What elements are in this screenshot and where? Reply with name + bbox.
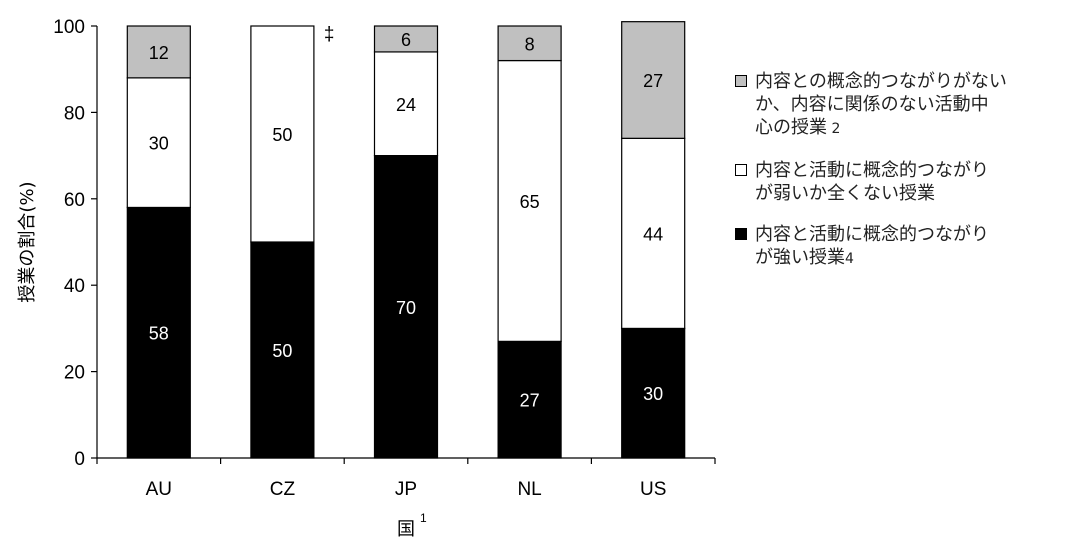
x-tick-label: NL	[517, 479, 541, 500]
x-tick-label: AU	[146, 479, 172, 500]
y-tick-label: 80	[64, 103, 85, 124]
x-tick-label: CZ	[270, 479, 296, 500]
bar-segment	[126, 25, 191, 79]
bar-segment	[250, 241, 315, 459]
data-label: 65	[520, 192, 540, 212]
data-label: 27	[643, 71, 663, 91]
y-axis-title: 授業の割合(%)	[17, 181, 38, 302]
bar-segment	[250, 25, 315, 243]
y-tick-label: 60	[64, 190, 85, 211]
data-label: 27	[520, 391, 540, 411]
data-label: 12	[149, 43, 169, 63]
legend-label: 内容と活動に概念的つながり が弱いか全くない授業	[755, 160, 989, 204]
y-tick-label: 40	[64, 276, 85, 297]
y-tick-label: 0	[74, 449, 85, 470]
legend-label: 内容と活動に概念的つながり が強い授業	[755, 224, 989, 268]
bar-segment	[373, 155, 439, 459]
legend-swatch-white	[735, 164, 747, 176]
bar-segment	[373, 25, 439, 53]
data-label: 30	[149, 134, 169, 154]
x-axis-title: 国	[397, 519, 415, 540]
bar-segment	[497, 25, 562, 62]
x-tick-label: US	[640, 479, 666, 500]
bar-segment	[497, 340, 562, 459]
legend-label: 内容との概念的つながりがない か、内容に関係のない活動中 心の授業	[755, 71, 1007, 138]
data-label: 6	[401, 30, 411, 50]
data-label: 30	[643, 384, 663, 404]
legend-item-strong-connection: 内容と活動に概念的つながり が強い授業4	[735, 223, 1065, 271]
bar-segment	[497, 59, 562, 342]
legend-item-no-connection: 内容との概念的つながりがない か、内容に関係のない活動中 心の授業 2	[735, 70, 1065, 141]
data-label: 50	[272, 125, 292, 145]
bar-segment	[621, 21, 686, 139]
legend-swatch-black	[735, 228, 747, 240]
x-axis-title-superscript: 1	[420, 511, 427, 525]
legend-swatch-gray	[735, 75, 747, 87]
bar-segment	[373, 51, 439, 157]
data-label: 70	[396, 298, 416, 318]
x-tick-label: JP	[395, 479, 417, 500]
data-label: 58	[149, 324, 169, 344]
annotation-mark: ‡	[324, 24, 335, 45]
legend-note: 2	[827, 121, 841, 137]
legend-item-weak-connection: 内容と活動に概念的つながり が弱いか全くない授業	[735, 159, 1065, 205]
bar-segment	[126, 77, 191, 209]
data-label: 44	[643, 224, 663, 244]
data-label: 24	[396, 95, 416, 115]
stacked-bar-chart: 0 20 40 60 80 100 58 30 12 AU 50 50 CZ 70 24 6 JP 27 65 8 NL…	[17, 17, 716, 540]
chart-legend: 内容との概念的つながりがない か、内容に関係のない活動中 心の授業 2 内容と活…	[735, 70, 1065, 289]
bar-segment	[621, 327, 686, 459]
legend-note: 4	[845, 251, 854, 267]
y-tick-label: 20	[64, 363, 85, 384]
bar-segment	[621, 137, 686, 330]
data-label: 50	[272, 341, 292, 361]
data-label: 8	[525, 34, 535, 54]
bar-segment	[126, 206, 191, 459]
y-tick-label: 100	[53, 17, 85, 38]
